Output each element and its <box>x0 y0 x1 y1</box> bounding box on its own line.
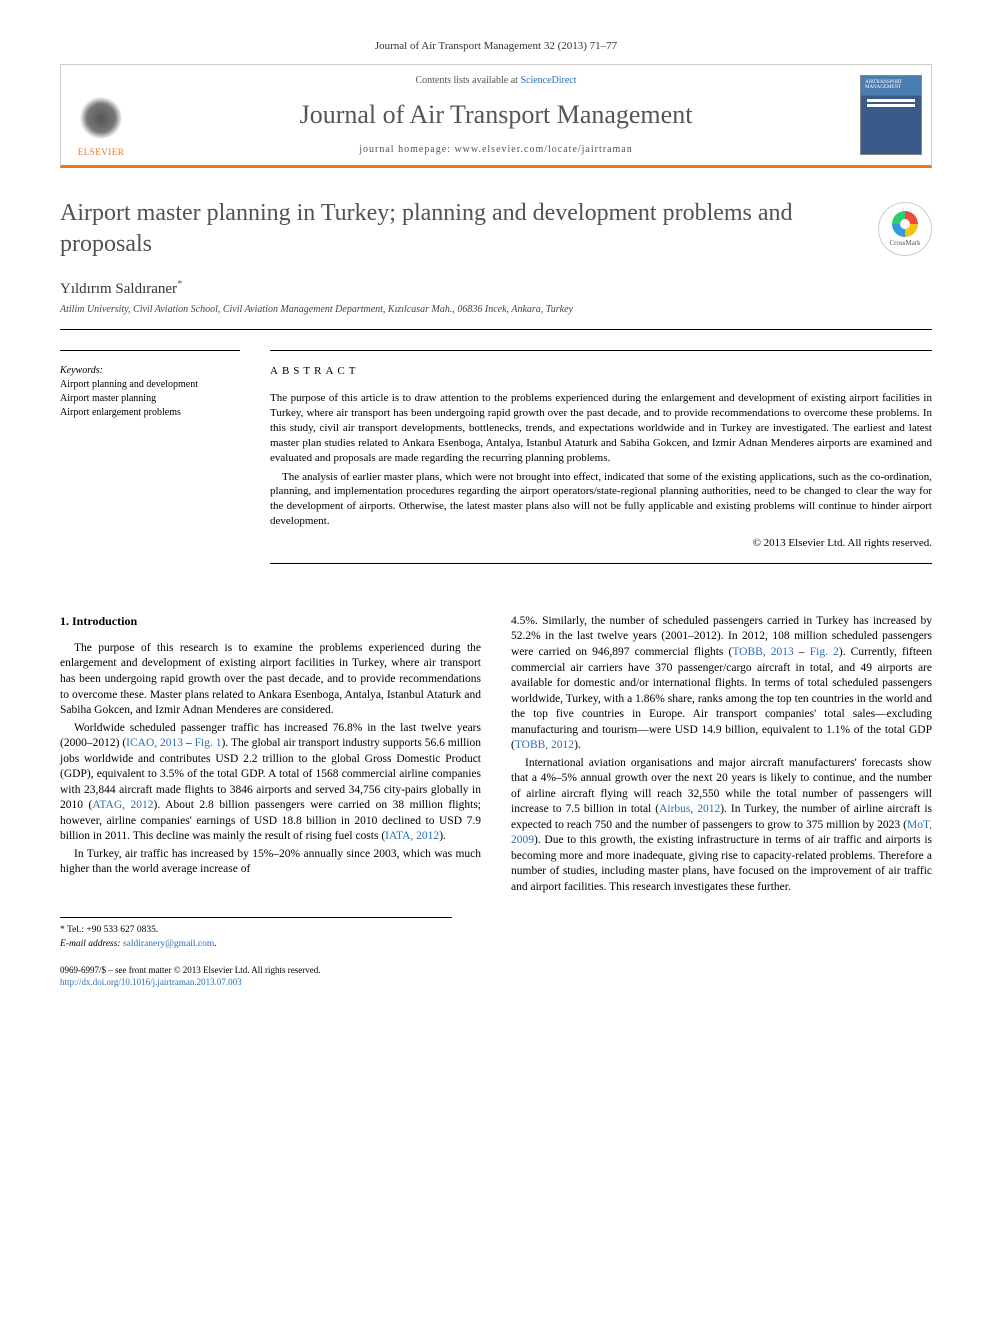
footnote-block: * Tel.: +90 533 627 0835. E-mail address… <box>60 917 452 951</box>
citation-link[interactable]: ATAG, 2012 <box>92 799 153 811</box>
author-marker: * <box>177 278 183 290</box>
email-label: E-mail address: <box>60 939 123 949</box>
citation-link[interactable]: TOBB, 2012 <box>515 739 574 751</box>
issn-copyright-line: 0969-6997/$ – see front matter © 2013 El… <box>60 965 932 977</box>
tel-number: +90 533 627 0835. <box>86 925 158 935</box>
email-address[interactable]: saldiranery@gmail.com <box>123 939 214 949</box>
keywords-heading: Keywords: <box>60 365 240 376</box>
author-line: Yıldırım Saldıraner* <box>60 278 932 298</box>
corresponding-email: E-mail address: saldiranery@gmail.com. <box>60 938 452 951</box>
doi-link[interactable]: http://dx.doi.org/10.1016/j.jairtraman.2… <box>60 977 932 989</box>
bottom-meta: 0969-6997/$ – see front matter © 2013 El… <box>60 965 932 988</box>
corresponding-tel: * Tel.: +90 533 627 0835. <box>60 924 452 937</box>
header-box: ELSEVIER Contents lists available at Sci… <box>60 64 932 168</box>
citation-link[interactable]: TOBB, 2013 <box>732 646 793 658</box>
crossmark-label: CrossMark <box>889 239 920 247</box>
journal-cover-block: AIRTRANSPORT MANAGEMENT <box>851 65 931 165</box>
figure-link[interactable]: Fig. 2 <box>810 646 839 658</box>
body-column-right: 4.5%. Similarly, the number of scheduled… <box>511 614 932 897</box>
running-citation: Journal of Air Transport Management 32 (… <box>60 40 932 52</box>
journal-name: Journal of Air Transport Management <box>161 100 831 130</box>
citation-link[interactable]: IATA, 2012 <box>385 830 439 842</box>
affiliation: Atilim University, Civil Aviation School… <box>60 304 932 315</box>
keywords-block: Keywords: Airport planning and developme… <box>60 350 240 564</box>
header-center: Contents lists available at ScienceDirec… <box>141 65 851 165</box>
page-container: Journal of Air Transport Management 32 (… <box>0 0 992 1018</box>
keyword-item: Airport master planning <box>60 392 240 406</box>
abstract-block: ABSTRACT The purpose of this article is … <box>270 350 932 564</box>
homepage-url[interactable]: www.elsevier.com/locate/jairtraman <box>454 144 632 155</box>
divider-top <box>60 329 932 330</box>
title-row: Airport master planning in Turkey; plann… <box>60 198 932 260</box>
body-column-left: 1. Introduction The purpose of this rese… <box>60 614 481 897</box>
publisher-label: ELSEVIER <box>78 147 125 157</box>
section-heading-intro: 1. Introduction <box>60 614 481 629</box>
body-paragraph: The purpose of this research is to exami… <box>60 641 481 719</box>
body-columns: 1. Introduction The purpose of this rese… <box>60 614 932 897</box>
abstract-bottom-rule <box>270 563 932 564</box>
abstract-paragraph: The analysis of earlier master plans, wh… <box>270 470 932 529</box>
citation-link[interactable]: ICAO, 2013 <box>126 737 183 749</box>
body-paragraph: International aviation organisations and… <box>511 756 932 896</box>
keyword-item: Airport planning and development <box>60 378 240 392</box>
body-paragraph: 4.5%. Similarly, the number of scheduled… <box>511 614 932 754</box>
keyword-item: Airport enlargement problems <box>60 406 240 420</box>
journal-cover-thumbnail: AIRTRANSPORT MANAGEMENT <box>860 75 922 155</box>
homepage-prefix: journal homepage: <box>359 144 454 155</box>
abstract-heading: ABSTRACT <box>270 350 932 377</box>
cover-label: AIRTRANSPORT MANAGEMENT <box>865 80 921 90</box>
body-paragraph: In Turkey, air traffic has increased by … <box>60 847 481 878</box>
tel-label: * Tel.: <box>60 925 86 935</box>
article-title: Airport master planning in Turkey; plann… <box>60 198 858 260</box>
sciencedirect-link[interactable]: ScienceDirect <box>520 75 576 86</box>
meta-abstract-row: Keywords: Airport planning and developme… <box>60 350 932 564</box>
figure-link[interactable]: Fig. 1 <box>195 737 222 749</box>
abstract-copyright: © 2013 Elsevier Ltd. All rights reserved… <box>270 537 932 549</box>
citation-link[interactable]: Airbus, 2012 <box>659 803 720 815</box>
journal-homepage-line: journal homepage: www.elsevier.com/locat… <box>161 144 831 155</box>
body-paragraph: Worldwide scheduled passenger traffic ha… <box>60 721 481 845</box>
abstract-paragraph: The purpose of this article is to draw a… <box>270 391 932 465</box>
author-name: Yıldırım Saldıraner <box>60 281 177 297</box>
contents-available-line: Contents lists available at ScienceDirec… <box>161 75 831 86</box>
elsevier-tree-icon <box>76 93 126 143</box>
contents-prefix: Contents lists available at <box>415 75 520 86</box>
crossmark-badge[interactable]: CrossMark <box>878 202 932 256</box>
publisher-logo-block: ELSEVIER <box>61 65 141 165</box>
crossmark-icon <box>892 211 918 237</box>
